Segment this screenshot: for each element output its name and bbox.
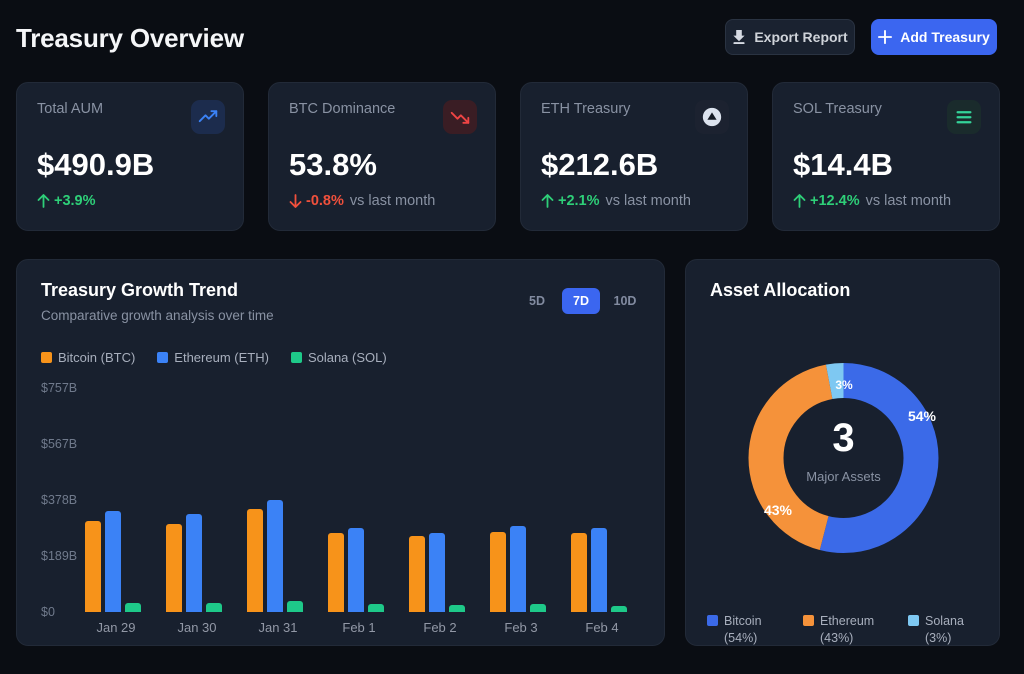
svg-text:3: 3 <box>832 416 854 460</box>
svg-text:54%: 54% <box>908 408 937 424</box>
svg-text:3%: 3% <box>835 378 853 392</box>
svg-text:43%: 43% <box>764 502 793 518</box>
svg-text:Major Assets: Major Assets <box>806 469 881 484</box>
